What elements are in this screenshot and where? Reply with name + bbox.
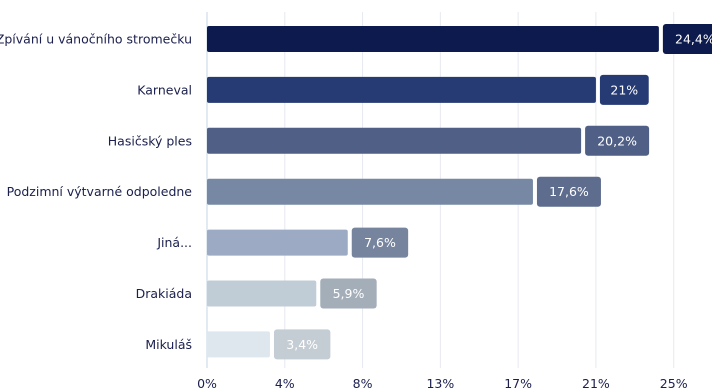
- value-label: 17,6%: [549, 184, 589, 199]
- bar: [207, 229, 348, 256]
- x-tick-label: 0%: [197, 376, 217, 390]
- category-label: Mikuláš: [145, 337, 192, 352]
- bar: [207, 26, 659, 52]
- x-tick-label: 4%: [275, 376, 295, 390]
- category-label: Jiná...: [156, 235, 192, 250]
- bar: [207, 127, 582, 154]
- value-label: 21%: [610, 82, 638, 97]
- value-label-box: [273, 329, 331, 360]
- value-label: 24,4%: [675, 32, 712, 47]
- value-label: 7,6%: [364, 235, 396, 250]
- x-tick-label: 8%: [353, 376, 373, 390]
- x-tick-label: 17%: [504, 376, 532, 390]
- value-label: 5,9%: [333, 286, 365, 301]
- category-label: Drakiáda: [136, 286, 192, 301]
- value-label: 3,4%: [286, 337, 318, 352]
- bar: [207, 76, 596, 103]
- x-tick-label: 25%: [660, 376, 688, 390]
- bar: [207, 178, 533, 205]
- bar: [207, 280, 317, 307]
- value-label-box: [662, 24, 712, 54]
- value-label-box: [351, 227, 409, 258]
- category-label: Zpívání u vánočního stromečku: [0, 32, 192, 47]
- x-tick-label: 13%: [426, 376, 454, 390]
- category-label: Karneval: [137, 82, 192, 97]
- category-label: Podzimní výtvarné odpoledne: [7, 184, 193, 199]
- category-label: Hasičský ples: [108, 133, 192, 148]
- value-label: 20,2%: [597, 133, 637, 148]
- value-label-box: [599, 74, 649, 105]
- x-tick-label: 21%: [582, 376, 610, 390]
- value-label-box: [320, 278, 377, 309]
- bar: [207, 331, 270, 358]
- value-label-box: [585, 125, 650, 156]
- value-label-box: [536, 176, 601, 207]
